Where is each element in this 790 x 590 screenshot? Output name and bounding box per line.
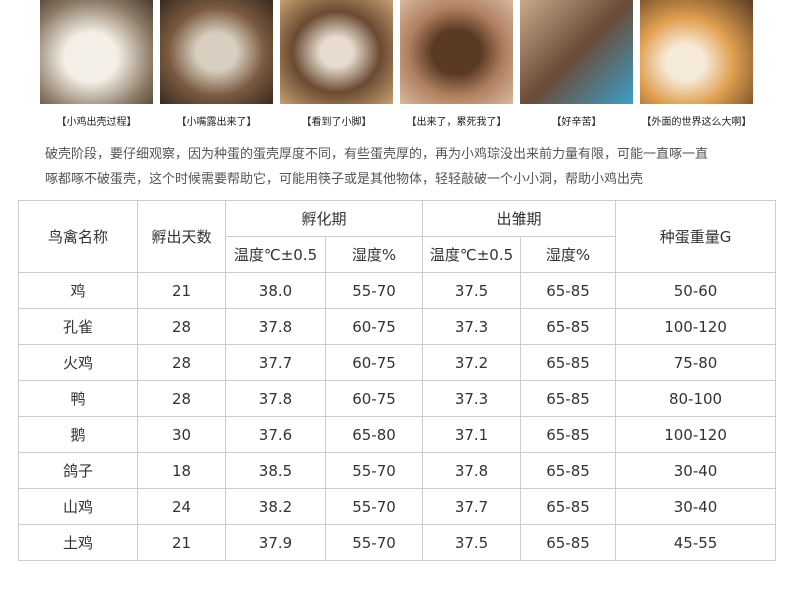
table-cell: 100-120	[615, 308, 777, 345]
photo	[400, 0, 513, 104]
table-cell: 65-85	[520, 308, 617, 345]
header-cell: 湿度%	[520, 236, 617, 273]
table-cell: 24	[137, 488, 226, 525]
table-cell: 30	[137, 416, 226, 453]
paragraph-line: 破壳阶段，要仔细观察，因为种蛋的蛋壳厚度不同，有些蛋壳厚的，再为小鸡琮没出来前力…	[45, 147, 709, 162]
photo	[280, 0, 393, 104]
table-cell: 80-100	[615, 380, 777, 417]
table-row: 鸭 28 37.8 60-75 37.3 65-85 80-100	[18, 380, 777, 417]
photo-caption: 【好辛苦】	[551, 117, 602, 128]
header-cell: 温度℃±0.5	[422, 236, 522, 273]
table-cell: 55-70	[324, 272, 424, 309]
table-cell: 37.5	[422, 272, 522, 309]
table-cell: 37.9	[225, 524, 326, 561]
table-cell: 65-85	[520, 272, 617, 309]
table-cell: 21	[137, 524, 226, 561]
header-cell: 孵化期	[224, 200, 424, 237]
table-cell: 65-85	[520, 524, 617, 561]
photo-caption: 【出来了，累死我了】	[406, 117, 507, 128]
table-cell: 37.8	[225, 308, 326, 345]
photo	[40, 0, 153, 104]
photo-caption: 【外面的世界这么大啊】	[641, 117, 752, 128]
table-cell: 30-40	[615, 488, 777, 525]
photo-caption: 【小鸡出壳过程】	[56, 117, 137, 128]
table-cell: 37.5	[422, 524, 522, 561]
table-cell: 38.0	[225, 272, 326, 309]
table-cell: 28	[137, 344, 226, 381]
photo	[160, 0, 273, 104]
table-cell: 28	[137, 308, 226, 345]
table-cell: 18	[137, 452, 226, 489]
table-cell: 鸡	[18, 272, 138, 309]
table-cell: 55-70	[324, 452, 424, 489]
table-cell: 孔雀	[18, 308, 138, 345]
table-cell: 50-60	[615, 272, 777, 309]
table-cell: 55-70	[324, 524, 424, 561]
header-cell: 鸟禽名称	[18, 200, 138, 273]
table-cell: 鹅	[18, 416, 138, 453]
table-row: 山鸡 24 38.2 55-70 37.7 65-85 30-40	[18, 488, 777, 525]
incubation-table: 鸟禽名称 孵出天数 孵化期 出雏期 种蛋重量G 温度℃±0.5 湿度% 温度℃±0.…	[18, 200, 777, 561]
table-cell: 60-75	[324, 344, 424, 381]
table-cell: 60-75	[324, 308, 424, 345]
table-cell: 75-80	[615, 344, 777, 381]
paragraph-line: 啄都啄不破蛋壳，这个时候需要帮助它，可能用筷子或是其他物体，轻轻敲破一个小小洞，…	[45, 172, 644, 187]
table-cell: 38.5	[225, 452, 326, 489]
table-cell: 鸭	[18, 380, 138, 417]
table-cell: 37.8	[422, 452, 522, 489]
table-cell: 37.7	[225, 344, 326, 381]
table-cell: 65-85	[520, 344, 617, 381]
table-row: 鹅 30 37.6 65-80 37.1 65-85 100-120	[18, 416, 777, 453]
table-cell: 65-80	[324, 416, 424, 453]
table-cell: 65-85	[520, 488, 617, 525]
photo	[640, 0, 753, 104]
table-cell: 37.2	[422, 344, 522, 381]
table-cell: 鸽子	[18, 452, 138, 489]
table-cell: 65-85	[520, 380, 617, 417]
table-cell: 37.3	[422, 380, 522, 417]
header-cell: 孵出天数	[137, 200, 226, 273]
table-row: 土鸡 21 37.9 55-70 37.5 65-85 45-55	[18, 524, 777, 561]
header-cell: 温度℃±0.5	[225, 236, 326, 273]
table-cell: 37.7	[422, 488, 522, 525]
table-cell: 37.1	[422, 416, 522, 453]
table-cell: 60-75	[324, 380, 424, 417]
table-cell: 38.2	[225, 488, 326, 525]
table-cell: 65-85	[520, 452, 617, 489]
table-row: 火鸡 28 37.7 60-75 37.2 65-85 75-80	[18, 344, 777, 381]
table-cell: 37.8	[225, 380, 326, 417]
table-cell: 21	[137, 272, 226, 309]
table-cell: 100-120	[615, 416, 777, 453]
table-cell: 37.3	[422, 308, 522, 345]
table-cell: 65-85	[520, 416, 617, 453]
header-cell: 湿度%	[324, 236, 424, 273]
photo-caption: 【小嘴露出来了】	[176, 117, 257, 128]
table-cell: 土鸡	[18, 524, 138, 561]
table-row: 鸽子 18 38.5 55-70 37.8 65-85 30-40	[18, 452, 777, 489]
photo-caption: 【看到了小脚】	[301, 117, 372, 128]
header-cell: 出雏期	[422, 200, 617, 237]
table-cell: 火鸡	[18, 344, 138, 381]
table-cell: 55-70	[324, 488, 424, 525]
table-row: 孔雀 28 37.8 60-75 37.3 65-85 100-120	[18, 308, 777, 345]
table-cell: 37.6	[225, 416, 326, 453]
table-cell: 山鸡	[18, 488, 138, 525]
header-cell: 种蛋重量G	[615, 200, 777, 273]
table-cell: 30-40	[615, 452, 777, 489]
photo	[520, 0, 633, 104]
table-cell: 45-55	[615, 524, 777, 561]
table-cell: 28	[137, 380, 226, 417]
table-row: 鸡 21 38.0 55-70 37.5 65-85 50-60	[18, 272, 777, 309]
